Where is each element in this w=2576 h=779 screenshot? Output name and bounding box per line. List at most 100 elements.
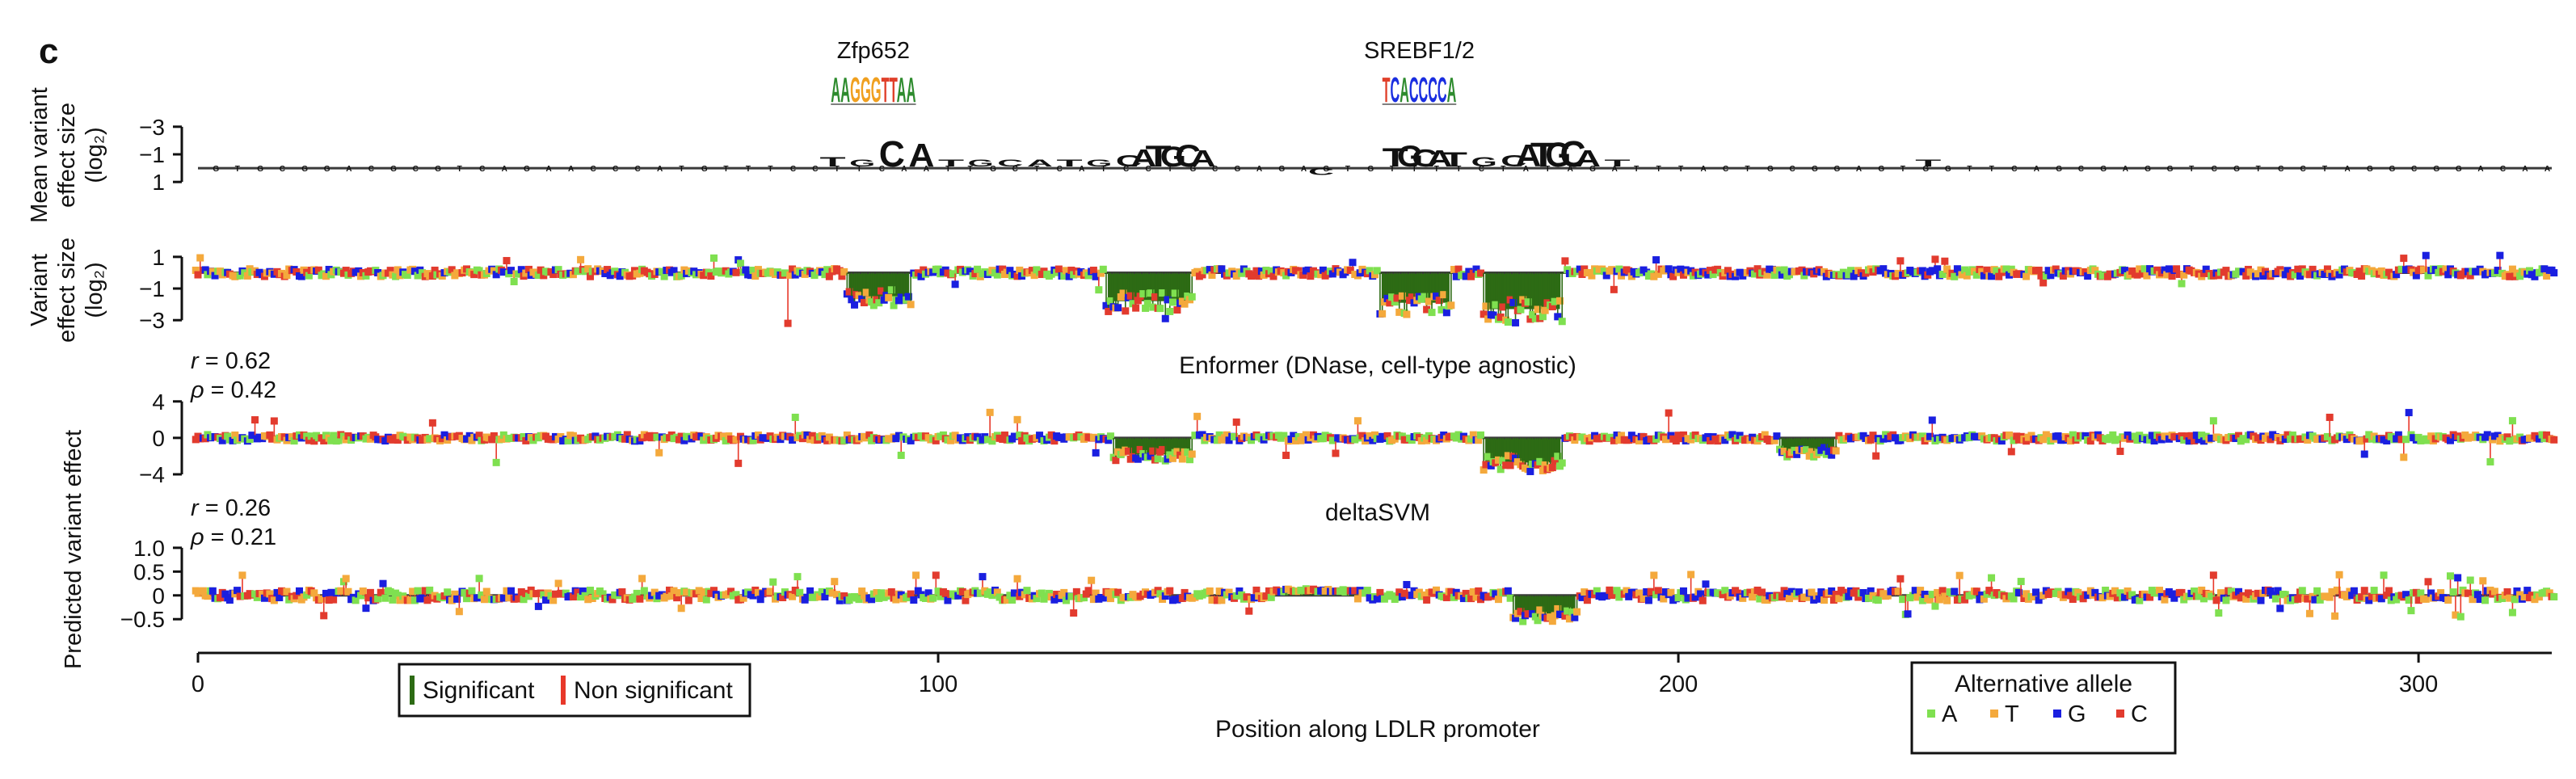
logo-letter: T (1634, 165, 1639, 174)
variant-point (344, 587, 352, 596)
variant-point (1724, 267, 1732, 275)
variant-point (621, 435, 629, 443)
variant-point (1232, 272, 1240, 280)
variant-point (221, 590, 229, 598)
variant-point (781, 269, 789, 277)
variant-point (1030, 272, 1038, 280)
variant-point (426, 435, 434, 443)
variant-point (974, 433, 982, 441)
logo-letter: T (768, 165, 772, 174)
variant-point (988, 437, 996, 445)
variant-point (860, 592, 868, 600)
variant-point (1763, 271, 1771, 279)
variant-point (912, 571, 920, 579)
variant-point (1106, 595, 1114, 603)
variant-point (1092, 272, 1100, 280)
logo-letter: C (2500, 165, 2506, 174)
variant-point (2402, 436, 2410, 444)
variant-point (1147, 452, 1155, 460)
variant-point (1391, 298, 1399, 306)
variant-point (225, 596, 234, 604)
variant-point (297, 272, 305, 280)
variant-point (318, 595, 326, 603)
variant-point (520, 596, 528, 604)
variant-point (1627, 272, 1635, 280)
variant-point (1099, 594, 1107, 602)
variant-point (1983, 266, 1991, 274)
variant-point (320, 436, 328, 444)
variant-point (697, 595, 705, 603)
variant-point (934, 265, 942, 273)
variant-point (650, 588, 659, 596)
variant-point (2124, 432, 2132, 440)
variant-point (818, 587, 826, 596)
variant-point (587, 272, 594, 280)
variant-point (1147, 289, 1155, 297)
variant-point (636, 595, 644, 603)
variant-point (1166, 587, 1174, 595)
variant-point (840, 592, 848, 600)
variant-point (1872, 452, 1880, 460)
variant-point (1003, 596, 1011, 604)
variant-point (577, 593, 585, 601)
logo-letter: G (1833, 165, 1840, 174)
variant-point (1469, 269, 1477, 277)
variant-point (2109, 431, 2117, 439)
variant-point (2550, 269, 2558, 277)
correlation-stat: r = 0.62 (191, 348, 271, 374)
variant-point (1613, 431, 1621, 439)
variant-point (2178, 432, 2186, 440)
variant-point (1393, 294, 1401, 302)
variant-point (608, 596, 617, 604)
variant-point (1223, 431, 1231, 439)
variant-point (1704, 271, 1712, 279)
variant-point (1173, 306, 1181, 314)
logo-letter: C (2212, 165, 2217, 174)
variant-point (2444, 271, 2452, 279)
variant-point (243, 272, 251, 280)
variant-point (666, 586, 674, 594)
logo-letter: A (1701, 165, 1707, 174)
variant-point (1193, 412, 1202, 420)
logo-letter: C (1789, 165, 1795, 174)
variant-point (2283, 267, 2292, 275)
variant-point (1615, 436, 1623, 444)
variant-point (440, 592, 448, 600)
logo-letter: A (502, 165, 507, 174)
variant-point (1149, 303, 1157, 311)
variant-point (1016, 431, 1024, 439)
logo-letter: T (457, 165, 462, 174)
variant-point (499, 268, 507, 276)
variant-point (1206, 587, 1214, 595)
variant-point (246, 436, 254, 444)
variant-point (1472, 265, 1480, 273)
variant-point (2131, 432, 2139, 440)
logo-letter: C (612, 165, 618, 174)
variant-point (1489, 311, 1497, 319)
variant-point (1602, 272, 1610, 280)
variant-point (1469, 431, 1477, 439)
variant-point (1554, 453, 1562, 461)
variant-point (410, 267, 419, 276)
variant-point (1067, 592, 1075, 600)
variant-point (823, 266, 831, 274)
variant-point (1581, 265, 1589, 273)
variant-point (584, 265, 592, 273)
logo-letter: G (2056, 165, 2062, 174)
variant-point (999, 435, 1007, 443)
variant-point (1615, 265, 1623, 273)
logo-letter: A (2123, 165, 2128, 174)
variant-point (806, 436, 814, 444)
variant-point (1252, 586, 1261, 594)
logo-letter: T (1501, 165, 1505, 174)
variant-point (629, 272, 637, 280)
variant-point (406, 596, 415, 604)
variant-point (1558, 318, 1566, 326)
variant-point (428, 272, 436, 280)
variant-point (2483, 431, 2491, 439)
variant-point (1105, 307, 1113, 315)
variant-point (419, 594, 427, 602)
variant-point (1185, 456, 1193, 464)
variant-point (803, 593, 811, 601)
variant-point (499, 431, 507, 439)
